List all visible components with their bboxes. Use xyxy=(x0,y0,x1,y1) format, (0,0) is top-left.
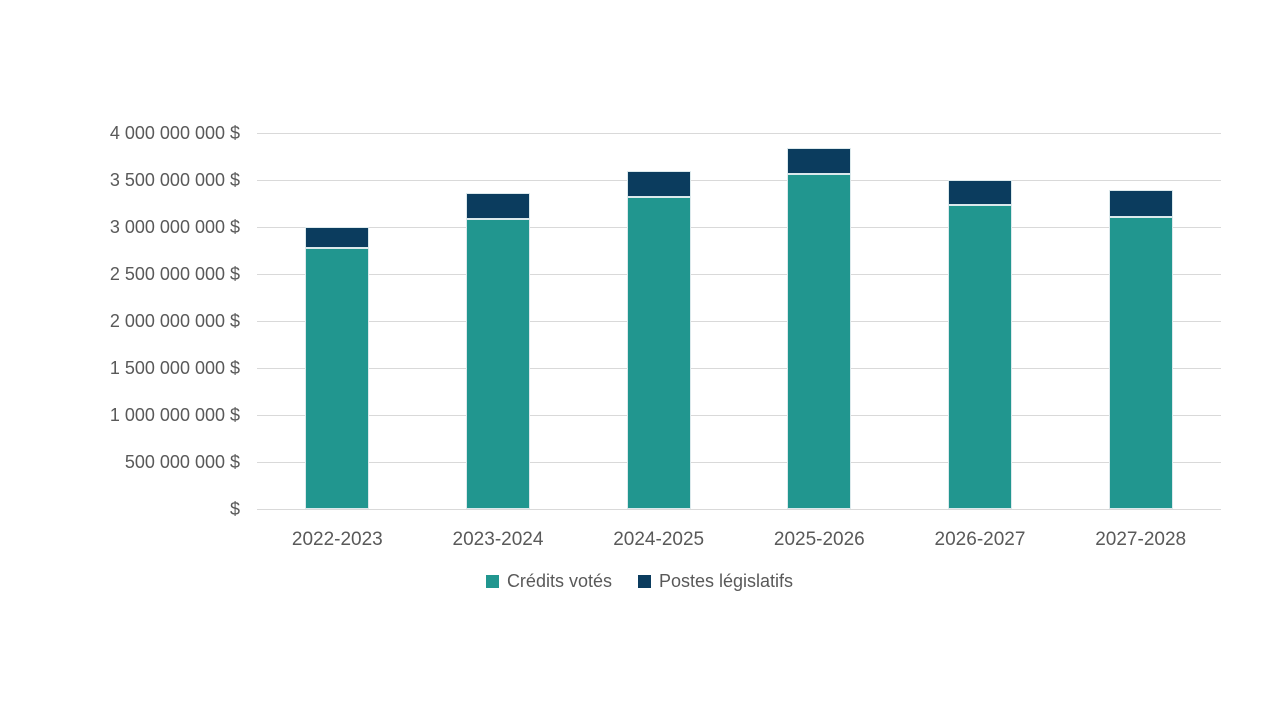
gridlines xyxy=(257,133,1221,510)
gridline xyxy=(257,509,1221,510)
bar-segment-credits-votes xyxy=(1108,216,1173,509)
y-axis: 4 000 000 000 $ 3 500 000 000 $ 3 000 000 … xyxy=(0,123,240,519)
legend: Crédits votés Postes législatifs xyxy=(0,566,1279,596)
gridline xyxy=(257,321,1221,322)
gridline xyxy=(257,415,1221,416)
bar-segment-credits-votes xyxy=(465,218,530,509)
y-axis-tick-label: 500 000 000 $ xyxy=(124,451,240,472)
legend-label: Postes législatifs xyxy=(658,570,794,591)
x-axis-tick-label: 2026-2027 xyxy=(934,529,1026,550)
bar-group xyxy=(1060,133,1221,509)
bar-segment-postes-legislatifs xyxy=(947,179,1012,206)
bar-segment-postes-legislatifs xyxy=(787,147,852,175)
gridline xyxy=(257,274,1221,275)
y-axis-tick-label: 4 000 000 000 $ xyxy=(109,122,240,143)
legend-label: Crédits votés xyxy=(506,570,612,591)
bar-segment-postes-legislatifs xyxy=(626,170,691,197)
gridline xyxy=(257,462,1221,463)
x-axis-tick-label: 2025-2026 xyxy=(773,529,865,550)
legend-item: Crédits votés xyxy=(485,570,612,592)
bar-segment-postes-legislatifs xyxy=(465,193,530,219)
y-axis-tick-label: 2 500 000 000 $ xyxy=(109,263,240,284)
gridline xyxy=(257,368,1221,369)
legend-item: Postes législatifs xyxy=(637,570,794,592)
gridline xyxy=(257,180,1221,181)
y-axis-tick-label: 2 000 000 000 $ xyxy=(109,310,240,331)
bar-group xyxy=(578,133,739,509)
x-axis-tick-label: 2023-2024 xyxy=(452,529,544,550)
bar-segment-credits-votes xyxy=(305,248,370,509)
bar-group xyxy=(900,133,1061,509)
plot-area xyxy=(257,133,1221,510)
bar-segment-postes-legislatifs xyxy=(1108,190,1173,217)
gridline xyxy=(257,227,1221,228)
bar-segment-credits-votes xyxy=(626,196,691,509)
gridline xyxy=(257,133,1221,134)
legend-swatch-icon xyxy=(485,574,499,588)
x-axis-tick-label: 2022-2023 xyxy=(291,529,383,550)
x-axis-tick-label: 2024-2025 xyxy=(613,529,705,550)
y-axis-tick-label: 1 500 000 000 $ xyxy=(109,357,240,378)
bar-segment-credits-votes xyxy=(787,174,852,509)
bar-group xyxy=(739,133,900,509)
legend-swatch-icon xyxy=(637,574,651,588)
bar-segment-credits-votes xyxy=(947,205,1012,509)
y-axis-tick-label: 3 000 000 000 $ xyxy=(109,216,240,237)
bars-layer xyxy=(257,133,1221,509)
x-axis-tick-label: 2027-2028 xyxy=(1095,529,1187,550)
y-axis-tick-label: $ xyxy=(229,498,240,519)
bar-segment-postes-legislatifs xyxy=(305,226,370,249)
bar-group xyxy=(257,133,418,509)
y-axis-tick-label: 3 500 000 000 $ xyxy=(109,169,240,190)
x-axis: 2022-2023 2023-2024 2024-2025 2025-2026 2026… xyxy=(257,509,1221,553)
y-axis-tick-label: 1 000 000 000 $ xyxy=(109,404,240,425)
bar-group xyxy=(418,133,579,509)
